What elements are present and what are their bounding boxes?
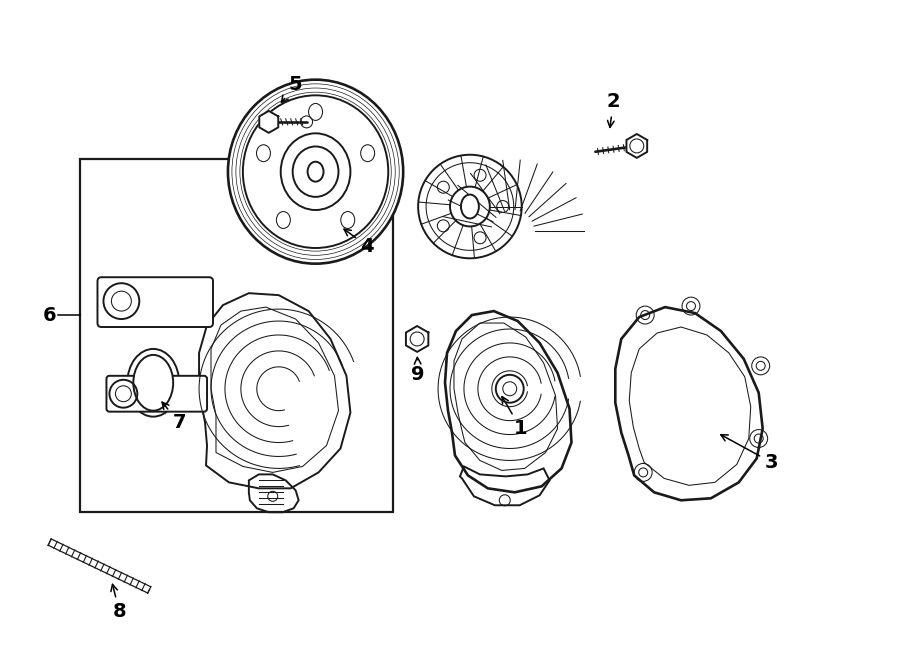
- Ellipse shape: [341, 212, 355, 229]
- Bar: [79, 159, 393, 512]
- Text: 6: 6: [43, 305, 57, 325]
- Text: 2: 2: [607, 93, 620, 128]
- Text: 5: 5: [282, 75, 302, 102]
- Ellipse shape: [309, 104, 322, 120]
- Text: 1: 1: [502, 397, 527, 438]
- Text: 9: 9: [411, 358, 425, 384]
- FancyBboxPatch shape: [97, 277, 213, 327]
- Ellipse shape: [281, 134, 350, 210]
- Ellipse shape: [256, 145, 270, 162]
- Polygon shape: [626, 134, 647, 158]
- Polygon shape: [259, 111, 278, 133]
- Ellipse shape: [128, 349, 179, 416]
- Text: 7: 7: [162, 402, 186, 432]
- Ellipse shape: [361, 145, 374, 162]
- FancyBboxPatch shape: [106, 376, 207, 412]
- Ellipse shape: [292, 147, 338, 197]
- Ellipse shape: [461, 194, 479, 219]
- Ellipse shape: [228, 80, 403, 264]
- Polygon shape: [406, 326, 428, 352]
- Text: 4: 4: [344, 229, 374, 256]
- Text: 8: 8: [111, 584, 126, 621]
- Ellipse shape: [243, 95, 388, 248]
- Ellipse shape: [308, 162, 323, 182]
- Ellipse shape: [133, 355, 173, 410]
- Ellipse shape: [276, 212, 291, 229]
- Text: 3: 3: [721, 435, 778, 472]
